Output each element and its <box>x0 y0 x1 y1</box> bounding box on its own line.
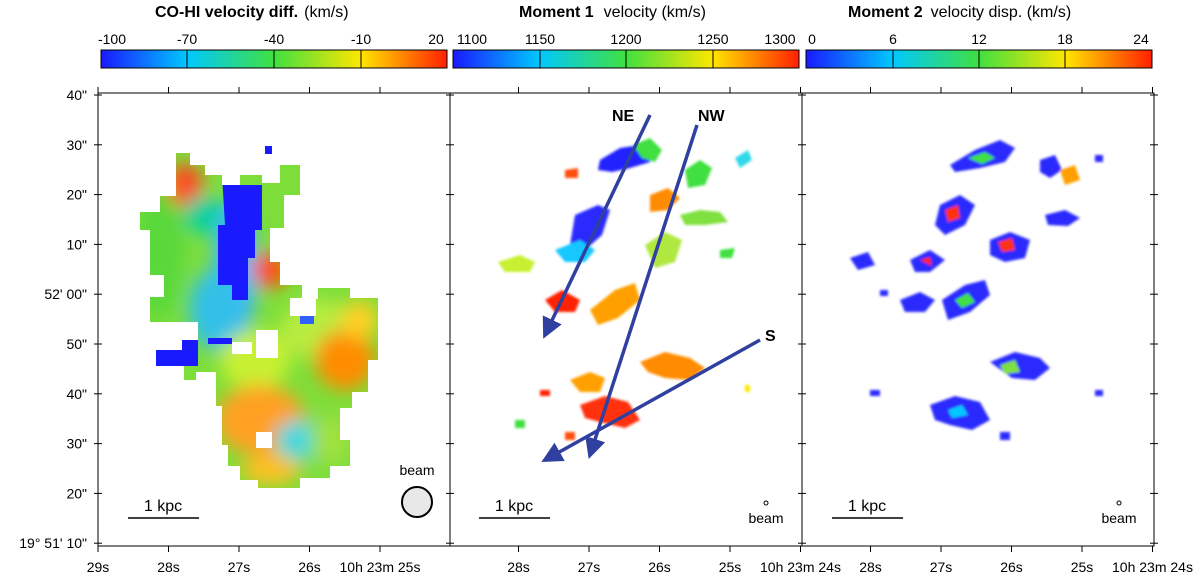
y-tick-label-8: 20" <box>66 485 87 501</box>
cb-left-tick-1: -70 <box>177 31 197 47</box>
cb-mid-tick-3: 1250 <box>697 31 728 47</box>
cb-left-tick-0: -100 <box>98 31 126 47</box>
cb-right-tick-0: 0 <box>808 31 816 47</box>
cb-left-tick-2: -40 <box>264 31 284 47</box>
x-right-tick-label-4: 10h 23m 24s <box>1112 559 1193 575</box>
x-mid-tick-label-0: 28s <box>507 559 530 575</box>
x-left-tick-label-1: 28s <box>157 559 180 575</box>
cb-mid-tick-0: 1100 <box>457 31 487 47</box>
arrow-ne-label: NE <box>612 108 635 125</box>
x-mid-tick-label-1: 27s <box>578 559 601 575</box>
y-tick-label-7: 30" <box>66 436 87 452</box>
x-left-tick-label-2: 27s <box>228 559 251 575</box>
beam-middle <box>763 500 769 506</box>
cb-right-tick-2: 12 <box>971 31 987 47</box>
beam-right <box>1116 500 1122 506</box>
y-tick-label-2: 20" <box>66 187 87 203</box>
arrow-s <box>541 338 761 463</box>
y-tick-label-4: 52' 00" <box>44 286 87 302</box>
cb-right-tick-1: 6 <box>889 31 897 47</box>
y-tick-label-0: 40" <box>66 87 87 103</box>
middle-map <box>498 138 752 440</box>
title-right: Moment 2 velocity disp. (km/s) <box>848 4 1071 21</box>
axes: 40" 30" 20" 10" 52' 00" 50" 40" 30" 20" 19° 51' 1… <box>19 87 1193 575</box>
arrow-s-label: S <box>765 328 776 345</box>
x-mid-tick-label-3: 25s <box>719 559 742 575</box>
cb-left-tick-4: 20 <box>428 31 444 47</box>
y-tick-label-9: 19° 51' 10" <box>19 535 87 551</box>
x-mid-tick-label-4: 10h 23m 24s <box>760 559 841 575</box>
titles: CO-HI velocity diff. (km/s) Moment 1 veloc… <box>155 4 1071 21</box>
x-left-tick-label-0: 29s <box>87 559 110 575</box>
x-left-tick-label-3: 26s <box>298 559 321 575</box>
scale-bar-label-right: 1 kpc <box>848 498 886 515</box>
cb-right-tick-4: 24 <box>1133 31 1149 47</box>
colorbars: -100 -70 -40 -10 20 1100 1150 1200 1250 … <box>98 31 1153 69</box>
scale-bar-label-left: 1 kpc <box>144 498 182 515</box>
x-right-tick-label-0: 28s <box>859 559 882 575</box>
arrow-nw <box>585 124 699 459</box>
scale-bars: 1 kpc 1 kpc 1 kpc <box>128 498 903 519</box>
title-left: CO-HI velocity diff. (km/s) <box>155 4 349 21</box>
beam-label-right: beam <box>1101 510 1136 526</box>
x-left-tick-label-4: 10h 23m 25s <box>340 559 421 575</box>
y-tick-label-1: 30" <box>66 137 87 153</box>
arrow-ne <box>542 114 652 339</box>
x-right-tick-label-1: 27s <box>930 559 953 575</box>
y-tick-label-5: 50" <box>66 336 87 352</box>
x-mid-tick-label-2: 26s <box>648 559 671 575</box>
cb-mid-tick-4: 1300 <box>764 31 795 47</box>
right-map <box>850 140 1103 440</box>
beam-left <box>401 486 433 518</box>
cb-mid-tick-2: 1200 <box>610 31 641 47</box>
y-tick-label-6: 40" <box>66 386 87 402</box>
cb-mid-tick-1: 1150 <box>525 31 555 47</box>
beams: beam beam beam <box>399 462 1136 526</box>
beam-label-left: beam <box>399 462 434 478</box>
left-map-corner-pixel <box>265 146 272 154</box>
x-right-tick-label-2: 26s <box>1000 559 1023 575</box>
title-middle: Moment 1 velocity (km/s) <box>519 4 706 21</box>
scale-bar-label-middle: 1 kpc <box>495 498 533 515</box>
y-tick-label-3: 10" <box>66 236 87 252</box>
arrow-nw-label: NW <box>698 108 726 125</box>
cb-right-tick-3: 18 <box>1057 31 1073 47</box>
cb-left-tick-3: -10 <box>351 31 371 47</box>
panel-frames <box>97 92 1155 547</box>
velocity-arrows <box>541 114 761 463</box>
left-map-holes <box>148 275 316 448</box>
beam-label-middle: beam <box>748 510 783 526</box>
x-right-tick-label-3: 25s <box>1071 559 1094 575</box>
